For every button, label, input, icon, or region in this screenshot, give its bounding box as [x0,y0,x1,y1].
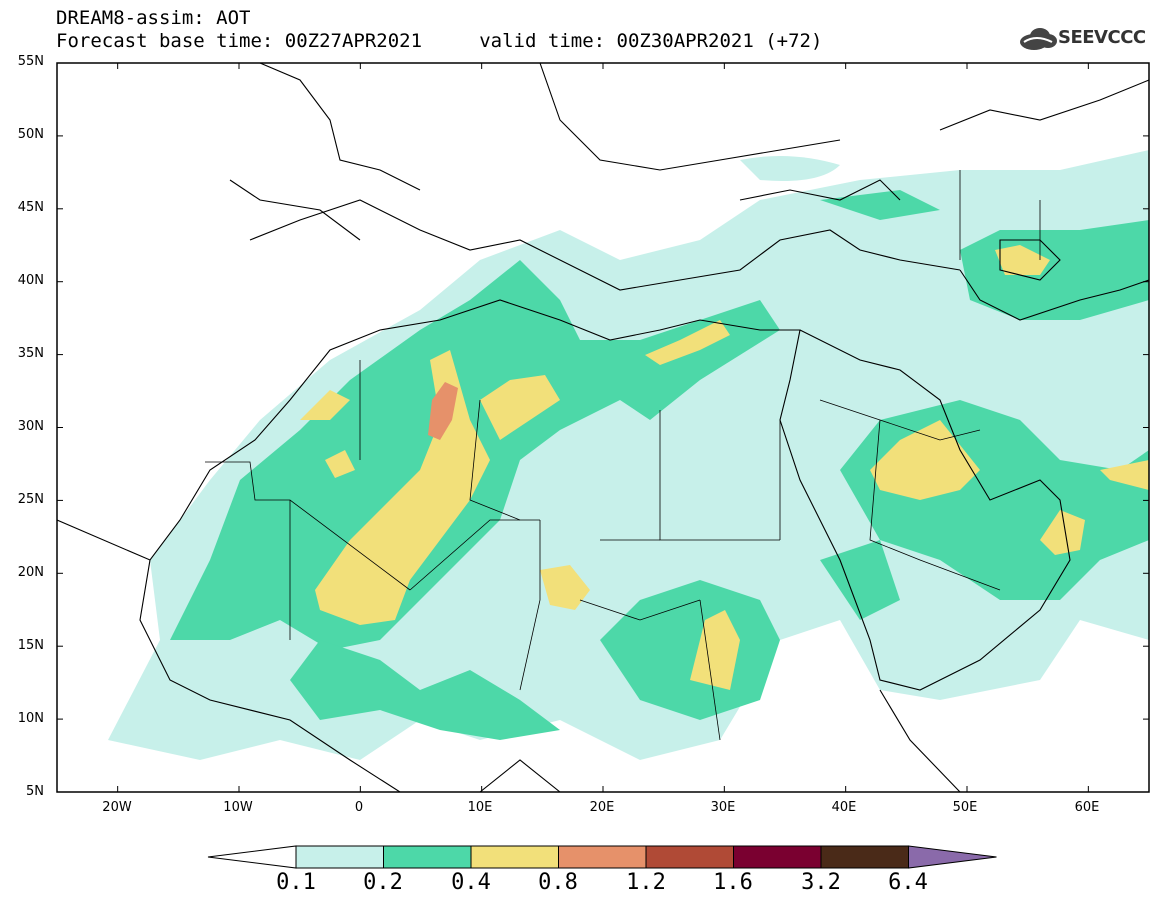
cloud-icon [1020,28,1057,50]
logo-text: SEEVCCC [1058,27,1146,48]
lat-label-35n: 35N [17,346,44,361]
lat-label-45n: 45N [17,200,44,215]
colorbar-label: 0.1 [276,870,316,895]
lat-label-20n: 20N [17,565,44,580]
lat-label-30n: 30N [17,419,44,434]
country-borders [205,170,1041,741]
lat-label-15n: 15N [17,638,44,653]
colorbar-cell [733,845,822,869]
colorbar-cell [295,845,384,869]
lat-label-5n: 5N [26,784,44,799]
colorbar-cell [470,845,559,869]
colorbar-label: 1.6 [713,870,753,895]
colorbar-cell [645,845,734,869]
colorbar-label: 0.4 [451,870,491,895]
lon-label-20w: 20W [102,800,132,815]
lat-label-40n: 40N [17,273,44,288]
colorbar-cell [558,845,647,869]
colorbar-label: 6.4 [888,870,928,895]
lon-label-30e: 30E [710,800,736,815]
lon-label-10w: 10W [223,800,253,815]
colorbar-arrow-high [908,845,997,869]
colorbar-label: 1.2 [626,870,666,895]
lon-label-60e: 60E [1074,800,1100,815]
lat-label-25n: 25N [17,492,44,507]
lon-label-10e: 10E [467,800,493,815]
chart-title: DREAM8-assim: AOT [56,7,251,29]
colorbar-arrow-low [207,845,297,869]
coastlines [57,63,1149,792]
colorbar-cell [820,845,909,869]
lon-label-50e: 50E [952,800,978,815]
colorbar-label: 0.2 [363,870,403,895]
lon-label-20e: 20E [589,800,615,815]
chart-subtitle: Forecast base time: 00Z27APR2021 valid t… [56,30,823,52]
lat-label-10n: 10N [17,711,44,726]
colorbar-label: 3.2 [801,870,841,895]
lon-label-40e: 40E [831,800,857,815]
lon-label-0: 0 [354,800,364,815]
lat-label-55n: 55N [17,54,44,69]
aot-level-0-8 [428,382,458,440]
colorbar-label: 0.8 [538,870,578,895]
lat-label-50n: 50N [17,127,44,142]
colorbar-cell [383,845,472,869]
